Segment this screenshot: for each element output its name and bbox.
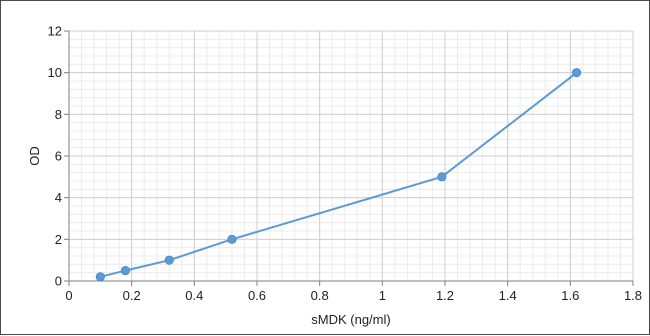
- x-tick-label: 1: [379, 288, 386, 303]
- y-tick-label: 4: [55, 190, 62, 205]
- x-tick-label: 1.6: [561, 288, 579, 303]
- data-point: [571, 68, 582, 78]
- y-tick-label: 6: [55, 149, 62, 164]
- x-tick-label: 1.8: [624, 288, 642, 303]
- y-tick-label: 10: [48, 65, 62, 80]
- data-point: [120, 265, 131, 276]
- y-tick-label: 8: [55, 107, 62, 122]
- x-axis-title: sMDK (ng/ml): [311, 312, 390, 327]
- x-tick-label: 0.4: [185, 288, 203, 303]
- x-tick-label: 0.2: [123, 288, 141, 303]
- y-tick-label: 12: [48, 24, 62, 39]
- x-tick-label: 1.4: [499, 288, 517, 303]
- x-tick-label: 0.6: [248, 288, 266, 303]
- series-line: [100, 71, 578, 278]
- data-point: [227, 234, 237, 244]
- x-tick-labels: 0 0.2 0.4 0.6 0.8 1 1.2 1.4 1.6 1.8: [65, 288, 642, 303]
- y-tick-label: 0: [55, 274, 62, 289]
- axes: [64, 30, 634, 286]
- x-tick-label: 0.8: [311, 288, 329, 303]
- y-axis-title: OD: [27, 146, 42, 166]
- x-tick-label: 1.2: [436, 288, 454, 303]
- series-layer: [95, 68, 582, 282]
- data-point: [164, 255, 174, 265]
- major-grid: [68, 30, 634, 282]
- data-point: [437, 172, 447, 182]
- data-point: [95, 272, 105, 282]
- x-tick-label: 0: [65, 288, 72, 303]
- y-tick-labels: 0 2 4 6 8 10 12: [48, 24, 62, 289]
- y-tick-label: 2: [55, 232, 62, 247]
